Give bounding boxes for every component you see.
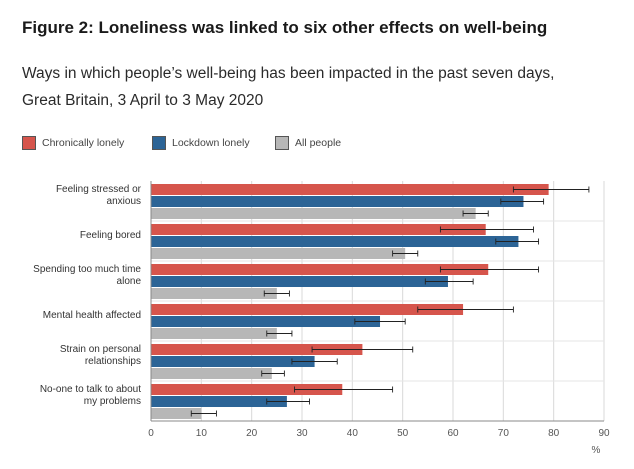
legend-label: Chronically lonely [42,137,125,149]
bar [151,384,343,395]
legend-label: All people [295,137,342,149]
category-label: Feeling bored [80,230,141,241]
chart-title: Figure 2: Loneliness was linked to six o… [22,18,548,37]
category-label: No-one to talk to about my problems [40,384,141,407]
category-label-line: Feeling stressed or [56,184,142,195]
category-label-line: Mental health affected [43,310,141,321]
x-tick-label: 10 [196,428,208,439]
x-tick-label: 0 [148,428,154,439]
category-label: Strain on personal relationships [60,344,141,367]
category-label-line: No-one to talk to about [40,384,141,395]
bar [151,224,486,235]
category-label-line: relationships [85,356,141,367]
bar [151,328,277,339]
category-label: Spending too much time alone [33,264,141,287]
bar [151,344,363,355]
bar [151,408,202,419]
legend-label: Lockdown lonely [172,137,250,149]
category-label-line: Spending too much time [33,264,141,275]
x-tick-label: 70 [498,428,510,439]
bar [151,196,524,207]
x-tick-label: 40 [347,428,359,439]
bar [151,264,489,275]
legend-swatch-lockdown-lonely [152,136,166,150]
legend-swatch-all-people [275,136,289,150]
bar [151,368,272,379]
category-label: Feeling stressed or anxious [56,184,142,207]
category-label-line: my problems [84,396,141,407]
bar [151,316,381,327]
bar [151,248,406,259]
bar [151,276,448,287]
x-tick-label: 50 [397,428,409,439]
bar [151,356,315,367]
x-tick-label: 20 [246,428,258,439]
category-label-line: anxious [107,196,141,207]
chart-subtitle: Ways in which people’s well-being has be… [22,65,555,109]
bar [151,396,287,407]
x-tick-label: 60 [447,428,459,439]
bar [151,208,476,219]
bar [151,288,277,299]
bar [151,184,549,195]
legend-swatch-chronically-lonely [22,136,36,150]
category-label-line: Strain on personal [60,344,141,355]
bar [151,304,464,315]
bar [151,236,519,247]
category-label-line: alone [117,276,142,287]
x-tick-label: 30 [296,428,308,439]
x-tick-label: 90 [598,428,610,439]
x-axis-label: % [592,445,601,456]
category-label-line: Feeling bored [80,230,141,241]
category-label: Mental health affected [43,310,141,321]
x-tick-label: 80 [548,428,560,439]
